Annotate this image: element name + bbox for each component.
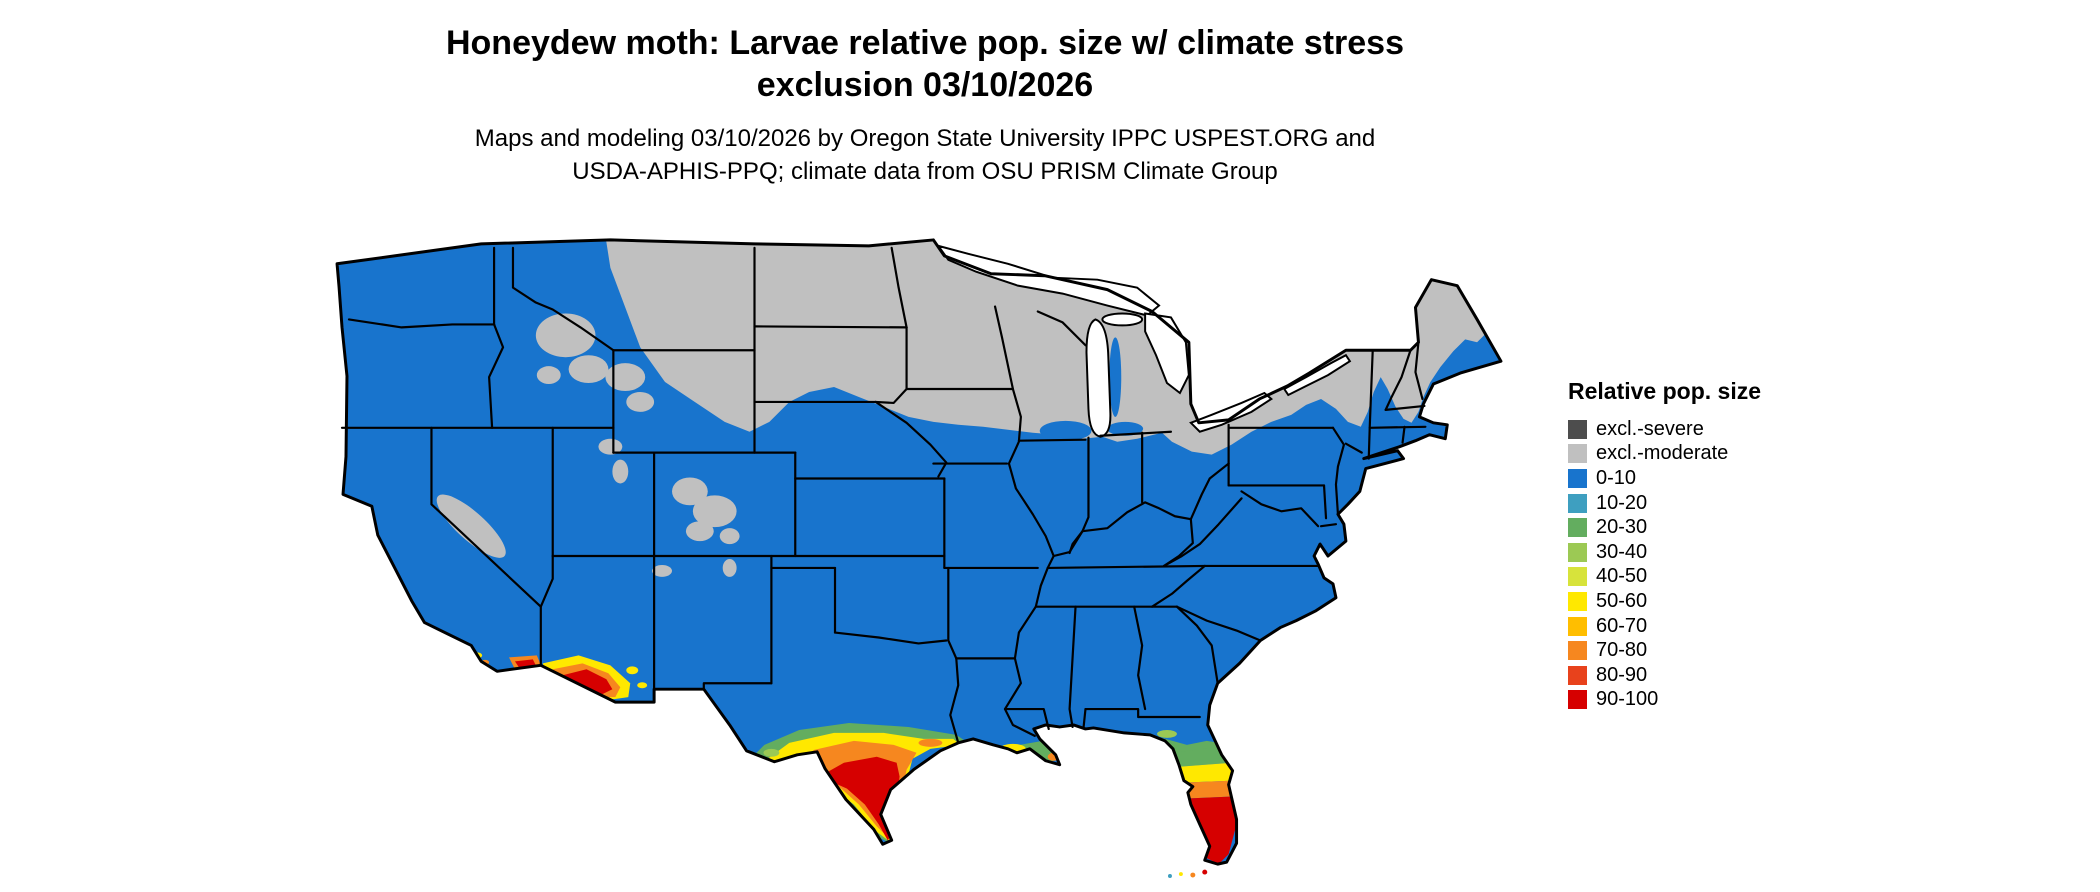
legend-swatch [1568,690,1587,710]
legend-swatch [1568,616,1587,636]
legend-swatch [1568,665,1587,685]
legend-item: excl.-severe [1568,417,1808,442]
legend-swatch [1568,468,1587,488]
legend-label: 90-100 [1596,688,1659,711]
legend-label: 50-60 [1596,589,1648,612]
legend-item: 10-20 [1568,491,1808,516]
lake-michigan [1085,318,1112,438]
legend-swatch [1568,591,1587,611]
legend-swatch [1568,567,1587,587]
lake-ontario [1282,353,1352,397]
legend-label: 20-30 [1596,516,1648,539]
us-map [309,228,1528,884]
legend-item: 20-30 [1568,515,1808,540]
subtitle-line1: Maps and modeling 03/10/2026 by Oregon S… [474,125,1376,152]
legend-swatch [1568,641,1587,661]
legend-swatch [1568,444,1587,464]
legend-label: excl.-severe [1596,417,1704,440]
state-borders [340,246,1427,744]
legend-item: 0-10 [1568,466,1808,491]
region-blue-pockets [1039,337,1144,441]
legend-swatch [1568,419,1587,439]
legend-title: Relative pop. size [1568,378,1762,404]
legend-swatch [1568,518,1587,538]
map-subtitle: Maps and modeling 03/10/2026 by Oregon S… [0,122,1850,188]
map-header: Honeydew moth: Larvae relative pop. size… [0,22,1850,188]
page-title-line1: Honeydew moth: Larvae relative pop. size… [445,24,1404,62]
legend-label: excl.-moderate [1596,442,1729,465]
legend-label: 80-90 [1596,663,1648,686]
legend-item: 30-40 [1568,540,1808,565]
region-mountain-exclusions [436,313,740,577]
legend-label: 70-80 [1596,639,1648,662]
florida-keys [1167,869,1208,879]
legend-swatch [1568,493,1587,513]
us-outline [335,238,1503,866]
legend-item: 70-80 [1568,638,1808,663]
legend-label: 40-50 [1596,565,1648,588]
page-title-line2: exclusion 03/10/2026 [756,66,1094,104]
mackinac-strait [1101,312,1144,327]
great-lakes [935,244,1352,438]
legend-label: 30-40 [1596,540,1648,563]
legend-swatch [1568,542,1587,562]
legend-item: 60-70 [1568,614,1808,639]
subtitle-line2: USDA-APHIS-PPQ; climate data from OSU PR… [572,158,1278,185]
legend-label: 0-10 [1596,466,1637,489]
legend-item: excl.-moderate [1568,442,1808,467]
legend-label: 60-70 [1596,614,1648,637]
legend-item: 50-60 [1568,589,1808,614]
map-legend: Relative pop. size excl.-severe excl.-mo… [1568,378,1808,712]
legend-label: 10-20 [1596,491,1648,514]
legend-item: 40-50 [1568,565,1808,590]
legend-item: 90-100 [1568,688,1808,713]
us-map-svg [335,238,1503,879]
region-florida [1085,729,1237,865]
legend-item: 80-90 [1568,663,1808,688]
